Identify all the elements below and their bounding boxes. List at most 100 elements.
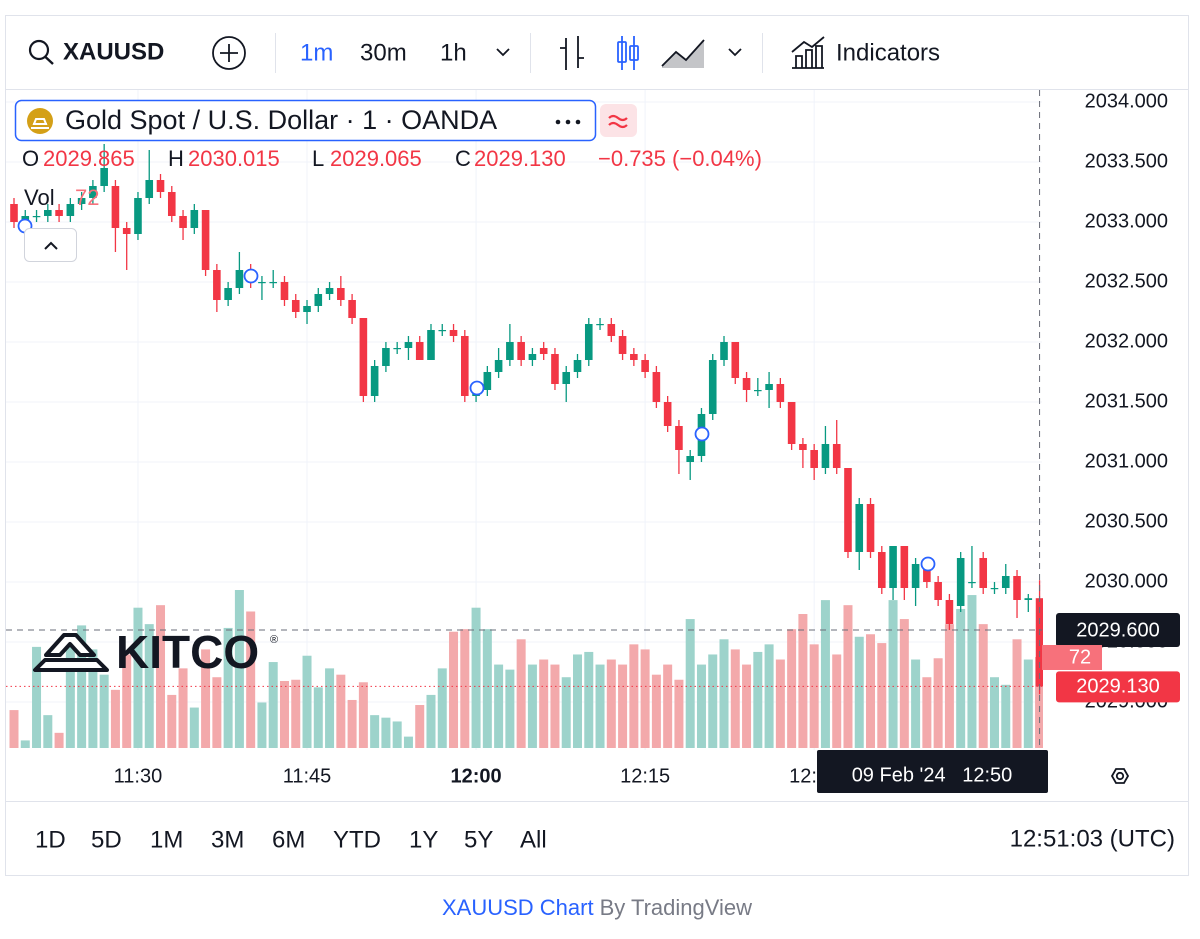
candle-body	[235, 270, 244, 288]
candles-style[interactable]	[617, 36, 639, 70]
candle-body	[269, 282, 278, 284]
range-button[interactable]: 1M	[150, 826, 183, 853]
candle-body	[630, 354, 638, 360]
volume-bar	[167, 694, 177, 748]
style-menu[interactable]	[728, 48, 742, 57]
toolbar: XAUUSD 1m 30m 1h Indicators	[28, 33, 940, 73]
volume-bar	[133, 607, 143, 748]
symbol-title: Gold Spot / U.S. Dollar · 1 · OANDA	[65, 105, 497, 135]
interval-1m[interactable]: 1m	[300, 39, 333, 66]
candle-body	[483, 372, 492, 390]
candle-body	[551, 354, 559, 384]
volume-bar	[144, 624, 154, 748]
volume-bar	[956, 608, 966, 748]
candle-body	[325, 288, 334, 294]
candle-body	[461, 336, 469, 396]
volume-bar	[43, 715, 53, 748]
volume-bar	[313, 687, 323, 748]
candle-body	[877, 552, 886, 588]
volume-bar	[561, 677, 571, 748]
volume-value-box	[1042, 644, 1102, 670]
volume-bar	[381, 717, 391, 748]
range-button[interactable]: 1Y	[409, 826, 438, 853]
indicators-button[interactable]: Indicators	[836, 39, 940, 66]
volume-value-label: 72	[1069, 646, 1091, 668]
range-button[interactable]: YTD	[333, 826, 381, 853]
range-button[interactable]: 5D	[91, 826, 122, 853]
settings-button[interactable]	[1110, 768, 1130, 784]
area-style[interactable]	[661, 39, 705, 67]
volume-bar	[426, 694, 436, 748]
candle-body	[1013, 576, 1021, 600]
x-tick-label: 11:30	[114, 765, 163, 787]
y-tick-label: 2032.500	[1085, 270, 1168, 292]
candle-body	[167, 192, 176, 216]
range-button[interactable]: 5Y	[464, 826, 493, 853]
volume-bar	[719, 639, 729, 748]
volume-bar	[325, 668, 335, 748]
volume-bar	[302, 655, 312, 748]
candle-body	[89, 186, 97, 198]
gold-icon-bars	[31, 118, 49, 129]
compare-button[interactable]	[212, 36, 246, 70]
interval-menu[interactable]	[496, 48, 510, 57]
more-dots[interactable]	[555, 119, 581, 125]
candle-body	[427, 330, 435, 360]
candle-body	[179, 216, 187, 228]
volume-bar	[606, 659, 616, 748]
candle-body	[100, 168, 108, 186]
symbol[interactable]: XAUUSD	[63, 38, 164, 65]
volume-bar	[854, 636, 864, 748]
ohlc-label: H	[168, 146, 184, 171]
volume-bar	[595, 664, 605, 748]
volume-bar	[223, 627, 233, 748]
candle-body	[754, 390, 762, 392]
candle-body	[55, 210, 63, 216]
candle-body	[393, 348, 401, 350]
volume-bar	[336, 674, 346, 748]
candle-body	[911, 564, 920, 588]
volume-bar	[32, 646, 42, 748]
candle-body	[832, 444, 841, 468]
last-price-label: 2029.130	[1076, 676, 1159, 698]
range-button[interactable]: 6M	[272, 826, 305, 853]
candle-body	[866, 504, 875, 552]
clock: 12:51:03 (UTC)	[1010, 825, 1175, 852]
footer-link[interactable]: XAUUSD Chart	[442, 895, 594, 920]
logo-text: KITCO	[116, 626, 259, 678]
volume-bar	[1023, 659, 1033, 748]
volume-bar	[708, 654, 718, 748]
candle-body	[900, 546, 909, 588]
volume-bar	[482, 629, 492, 748]
candle-body	[494, 360, 503, 372]
range-button[interactable]: All	[520, 826, 547, 853]
volume-bar	[911, 659, 921, 748]
candle-body	[156, 180, 165, 192]
interval-30m[interactable]: 30m	[360, 39, 407, 66]
collapse-button[interactable]	[24, 228, 77, 262]
candle-body	[844, 468, 852, 552]
symbol-box[interactable]	[14, 99, 597, 142]
volume-bar	[347, 699, 357, 748]
volume-bar	[392, 721, 402, 748]
candle-body	[855, 504, 864, 552]
candle-body	[641, 360, 649, 372]
search-icon[interactable]	[28, 39, 50, 61]
indicators-icon[interactable]	[791, 36, 825, 69]
settings-icon-center	[1115, 771, 1125, 781]
crosshair-time-box	[817, 750, 1048, 793]
candle-body	[66, 204, 75, 216]
range-button[interactable]: 1D	[35, 826, 66, 853]
volume-bar	[415, 705, 425, 748]
compare-badge[interactable]	[600, 104, 637, 137]
candle-body	[675, 426, 683, 450]
volume-bar	[178, 668, 188, 748]
volume-bar	[246, 611, 256, 748]
bars-style[interactable]	[560, 36, 584, 70]
candle-body	[337, 288, 345, 300]
candle-body	[708, 360, 717, 414]
interval-1h[interactable]: 1h	[440, 39, 467, 66]
range-button[interactable]: 3M	[211, 826, 244, 853]
